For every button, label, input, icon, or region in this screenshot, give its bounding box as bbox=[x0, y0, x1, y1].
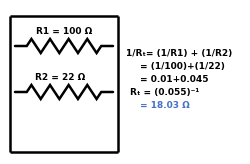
Text: = (1/100)+(1/22): = (1/100)+(1/22) bbox=[140, 62, 225, 71]
Text: 1/Rₜ= (1/R1) + (1/R2): 1/Rₜ= (1/R1) + (1/R2) bbox=[126, 49, 232, 58]
Text: Rₜ = (0.055)⁻¹: Rₜ = (0.055)⁻¹ bbox=[130, 88, 199, 97]
Text: R1 = 100 Ω: R1 = 100 Ω bbox=[36, 27, 92, 36]
Text: = 18.03 Ω: = 18.03 Ω bbox=[140, 101, 190, 110]
Text: = 0.01+0.045: = 0.01+0.045 bbox=[140, 75, 208, 84]
Text: R2 = 22 Ω: R2 = 22 Ω bbox=[35, 73, 85, 82]
